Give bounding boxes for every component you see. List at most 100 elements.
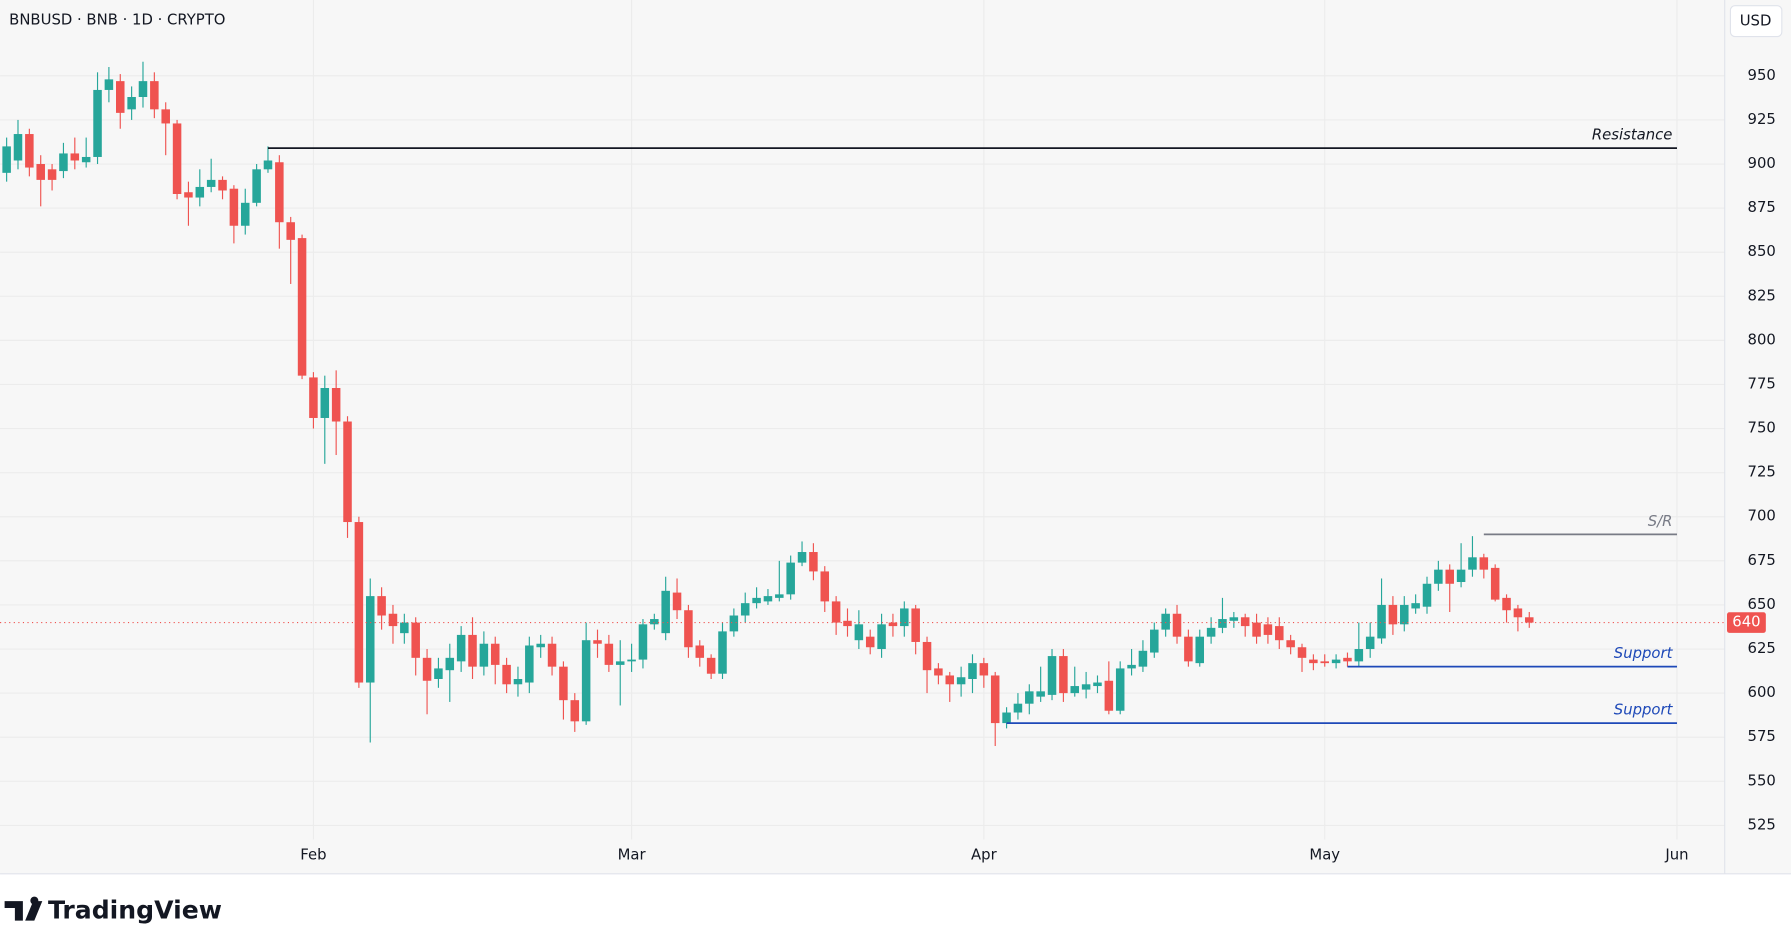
candle-body xyxy=(1388,604,1398,625)
candle-body xyxy=(820,571,830,602)
y-tick-label: 850 xyxy=(1748,243,1776,260)
candle-body xyxy=(638,624,648,660)
last-price-label: 640 xyxy=(1732,614,1760,631)
candle-body xyxy=(229,188,239,226)
candle-body xyxy=(138,81,148,98)
candle-body xyxy=(1263,624,1273,635)
candle-body xyxy=(343,421,352,523)
candle-body xyxy=(1343,657,1352,662)
y-tick-label: 650 xyxy=(1748,596,1776,613)
candle-body xyxy=(1490,567,1500,600)
candle-body xyxy=(740,603,750,616)
candle-body xyxy=(263,160,273,170)
candle-body xyxy=(331,388,341,422)
candle-body xyxy=(93,89,102,157)
candle-body xyxy=(1309,659,1318,664)
candle-body xyxy=(831,601,841,623)
candle-body xyxy=(843,620,852,627)
candle-body xyxy=(422,657,432,681)
last-price-box xyxy=(1726,612,1766,633)
currency-button[interactable] xyxy=(1729,5,1783,38)
candle-body xyxy=(1206,627,1216,637)
x-tick-label: May xyxy=(1309,846,1340,863)
candle-body xyxy=(718,631,727,674)
candle-body xyxy=(1377,604,1386,639)
candle-body xyxy=(1468,557,1477,570)
candle-body xyxy=(763,596,773,602)
footer-background xyxy=(0,873,1791,948)
candle-body xyxy=(1081,684,1091,690)
candle-body xyxy=(1286,640,1295,648)
candle-body xyxy=(1093,682,1102,687)
candle-body xyxy=(1331,659,1341,664)
x-tick-label: Jun xyxy=(1664,846,1688,863)
y-tick-label: 875 xyxy=(1748,199,1776,216)
candle-body xyxy=(1354,649,1364,662)
candle-body xyxy=(1047,656,1057,695)
candle-body xyxy=(797,552,807,563)
candle-body xyxy=(615,661,625,665)
candle-body xyxy=(47,169,57,180)
candle-body xyxy=(1002,712,1011,724)
y-tick-label: 725 xyxy=(1748,464,1776,481)
candle-body xyxy=(456,634,466,662)
candle-body xyxy=(1422,583,1432,607)
currency-label: USD xyxy=(1740,13,1772,30)
candle-body xyxy=(297,238,307,376)
x-tick-label: Feb xyxy=(300,846,326,863)
level-label: Support xyxy=(1614,702,1674,719)
candle-body xyxy=(434,668,443,680)
candle-body xyxy=(729,615,739,632)
candle-body xyxy=(672,592,682,611)
candle-body xyxy=(252,169,261,203)
chart-title: BNBUSD · BNB · 1D · CRYPTO xyxy=(9,12,225,29)
candle-body xyxy=(661,590,670,634)
candle-body xyxy=(240,202,250,226)
candle-body xyxy=(1240,617,1250,627)
candle-body xyxy=(468,634,477,667)
candle-body xyxy=(1115,668,1125,711)
candle-body xyxy=(1025,691,1034,704)
candle-body xyxy=(25,134,34,168)
candle-body xyxy=(1150,629,1159,653)
candle-body xyxy=(888,622,898,627)
y-tick-label: 600 xyxy=(1748,684,1776,701)
candle-body xyxy=(536,643,545,648)
tradingview-logo: TradingView xyxy=(4,895,222,924)
candle-body xyxy=(1195,636,1205,664)
candle-body xyxy=(695,645,705,658)
candle-body xyxy=(400,622,409,634)
candle-body xyxy=(1275,626,1284,641)
candle-body xyxy=(1138,650,1148,667)
candle-body xyxy=(593,640,602,644)
candle-body xyxy=(81,156,91,163)
candle-body xyxy=(1059,656,1068,694)
candle-body xyxy=(706,657,716,674)
y-tick-label: 675 xyxy=(1748,552,1776,569)
candle-body xyxy=(1445,569,1454,584)
candle-body xyxy=(104,79,114,90)
candle-body xyxy=(218,179,227,191)
candle-body xyxy=(150,81,159,110)
candle-body xyxy=(2,146,11,173)
candle-body xyxy=(377,596,386,616)
candle-body xyxy=(865,636,875,648)
candle-body xyxy=(945,675,955,685)
candle-body xyxy=(320,388,330,418)
candle-body xyxy=(990,675,1000,724)
candle-body xyxy=(956,677,966,685)
candle-body xyxy=(1229,617,1239,621)
candle-body xyxy=(1036,691,1045,697)
x-tick-label: Mar xyxy=(618,846,647,863)
candle-body xyxy=(934,668,943,676)
candle-body xyxy=(1070,686,1080,694)
candle-body xyxy=(479,643,489,667)
candle-body xyxy=(1252,622,1261,637)
candle-body xyxy=(1411,603,1420,609)
candle-body xyxy=(184,192,193,198)
candle-body xyxy=(502,664,511,685)
level-label: S/R xyxy=(1648,513,1673,530)
candle-body xyxy=(900,608,909,627)
candle-body xyxy=(752,597,761,604)
